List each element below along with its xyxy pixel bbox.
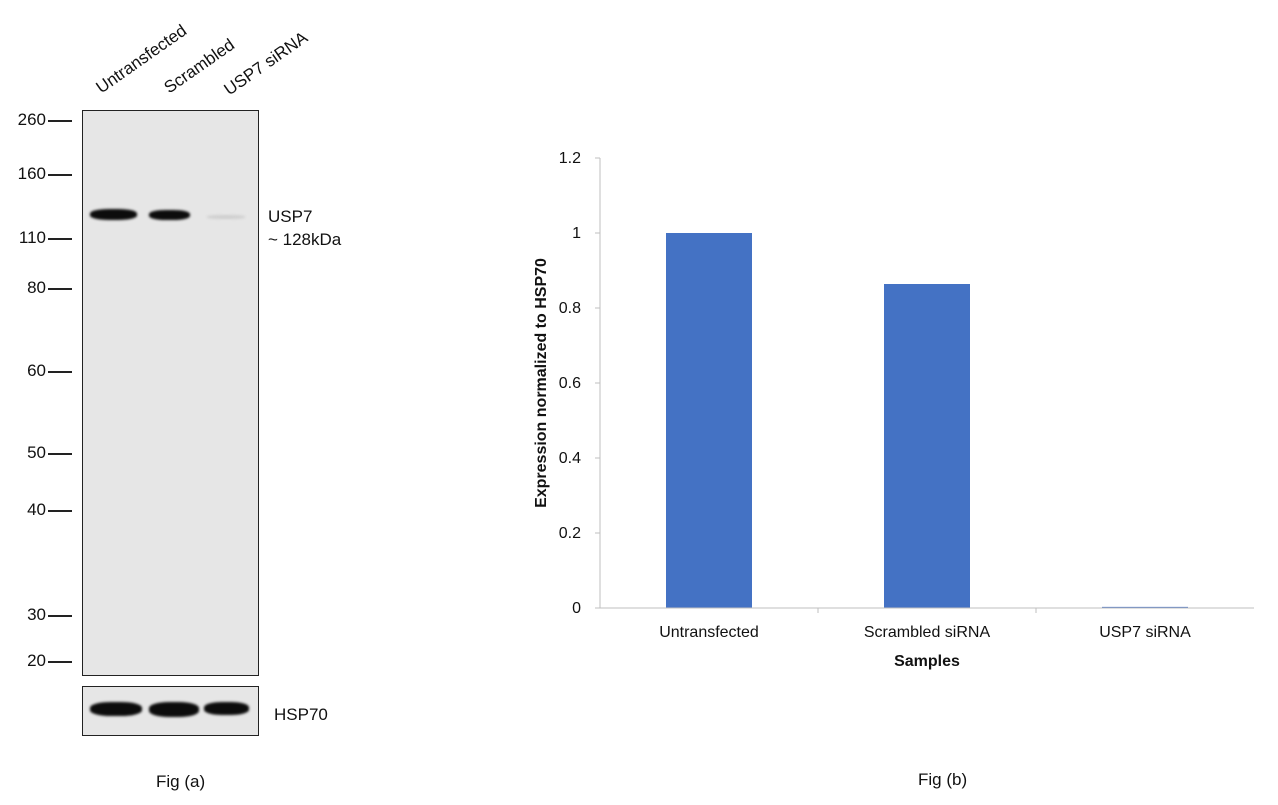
target-label: USP7 bbox=[268, 207, 313, 226]
marker-label: 40 bbox=[27, 500, 46, 519]
blot-main-membrane bbox=[82, 110, 259, 676]
blot-loading-control bbox=[82, 686, 259, 736]
marker-tick bbox=[48, 288, 72, 290]
marker-tick bbox=[48, 371, 72, 373]
loading-control-label: HSP70 bbox=[274, 705, 328, 724]
y-tick-label: 0 bbox=[572, 600, 581, 617]
y-tick-label: 0.2 bbox=[559, 525, 581, 542]
marker-label: 260 bbox=[17, 110, 46, 129]
y-tick-label: 0.4 bbox=[559, 450, 581, 467]
band-usp7-sirna bbox=[207, 215, 245, 219]
caption-fig-a: Fig (a) bbox=[156, 772, 206, 791]
band-usp7-scrambled bbox=[149, 210, 190, 220]
band-hsp70-sirna bbox=[204, 702, 249, 715]
marker-label: 30 bbox=[27, 605, 46, 624]
band-hsp70-scrambled bbox=[149, 702, 199, 717]
y-tick-label: 1.2 bbox=[559, 150, 581, 167]
marker-label: 50 bbox=[27, 443, 46, 462]
bar-scrambled-sirna bbox=[884, 284, 970, 608]
marker-tick bbox=[48, 661, 72, 663]
marker-tick bbox=[48, 120, 72, 122]
marker-tick bbox=[48, 453, 72, 455]
y-tick-label: 0.8 bbox=[559, 300, 581, 317]
marker-tick bbox=[48, 615, 72, 617]
x-tick-label: USP7 siRNA bbox=[1099, 624, 1191, 641]
x-tick-label: Scrambled siRNA bbox=[864, 624, 991, 641]
y-tick-label: 1 bbox=[572, 225, 581, 242]
marker-label: 60 bbox=[27, 361, 46, 380]
bar-untransfected bbox=[666, 233, 752, 608]
y-axis-title: Expression normalized to HSP70 bbox=[533, 258, 550, 508]
caption-fig-b: Fig (b) bbox=[918, 770, 968, 789]
marker-tick bbox=[48, 174, 72, 176]
marker-tick bbox=[48, 238, 72, 240]
target-size: ~ 128kDa bbox=[268, 230, 342, 249]
marker-label: 160 bbox=[17, 164, 46, 183]
band-hsp70-untransfected bbox=[90, 702, 142, 716]
marker-label: 20 bbox=[27, 651, 46, 670]
marker-tick bbox=[48, 510, 72, 512]
marker-label: 80 bbox=[27, 278, 46, 297]
marker-label: 110 bbox=[18, 228, 46, 247]
x-tick-label: Untransfected bbox=[659, 624, 759, 641]
y-tick-label: 0.6 bbox=[559, 375, 581, 392]
band-usp7-untransfected bbox=[90, 209, 137, 220]
x-axis-title: Samples bbox=[894, 653, 960, 670]
